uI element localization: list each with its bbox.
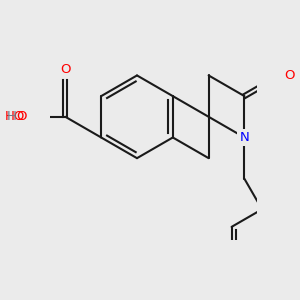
Text: O: O (16, 110, 27, 123)
Text: H: H (6, 110, 16, 123)
Text: O: O (285, 69, 295, 82)
Text: O: O (60, 63, 70, 76)
Text: HO: HO (4, 110, 25, 123)
Text: N: N (240, 131, 249, 144)
